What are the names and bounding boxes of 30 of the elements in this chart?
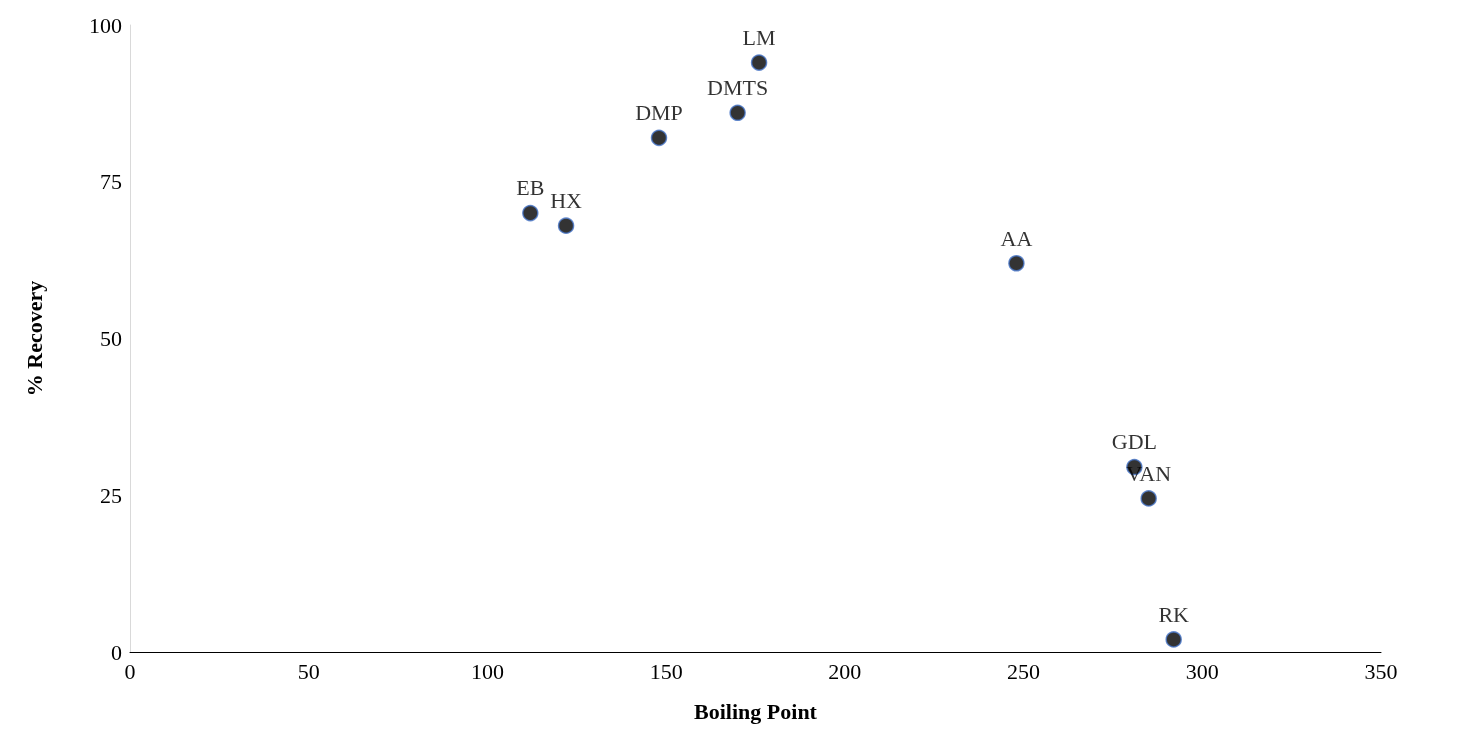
x-tick-label: 300 [1185, 658, 1219, 684]
y-axis-title: % Recovery [21, 280, 47, 397]
x-tick-label: 250 [1007, 658, 1041, 684]
point [729, 104, 746, 122]
x-tick-label: 100 [470, 658, 504, 684]
data-label: LM [742, 24, 776, 50]
point [557, 217, 575, 234]
y-tick-label: 0 [111, 639, 122, 665]
data-label: EB [516, 175, 545, 201]
x-tick-label: 200 [828, 658, 862, 684]
data-label: GDL [1111, 429, 1157, 455]
data-label: AA [1000, 225, 1033, 251]
data-label: DMTS [707, 75, 769, 101]
y-tick-label: 75 [100, 169, 122, 195]
x-tick-label: 350 [1364, 658, 1398, 684]
y-tick-label: 100 [89, 12, 122, 38]
point [1140, 490, 1157, 507]
data-label: HX [550, 187, 583, 213]
point [650, 129, 668, 147]
point [750, 54, 768, 71]
data-label: DMP [635, 100, 683, 126]
x-tick-label: 50 [297, 658, 320, 684]
point [522, 204, 539, 222]
point [1165, 631, 1182, 648]
point [1008, 255, 1025, 272]
x-axis-title: Boiling Point [694, 698, 818, 724]
x-tick-label: 150 [649, 658, 683, 684]
y-tick-label: 50 [100, 326, 122, 351]
data-label: RK [1158, 601, 1190, 627]
y-tick-label: 25 [100, 482, 122, 508]
